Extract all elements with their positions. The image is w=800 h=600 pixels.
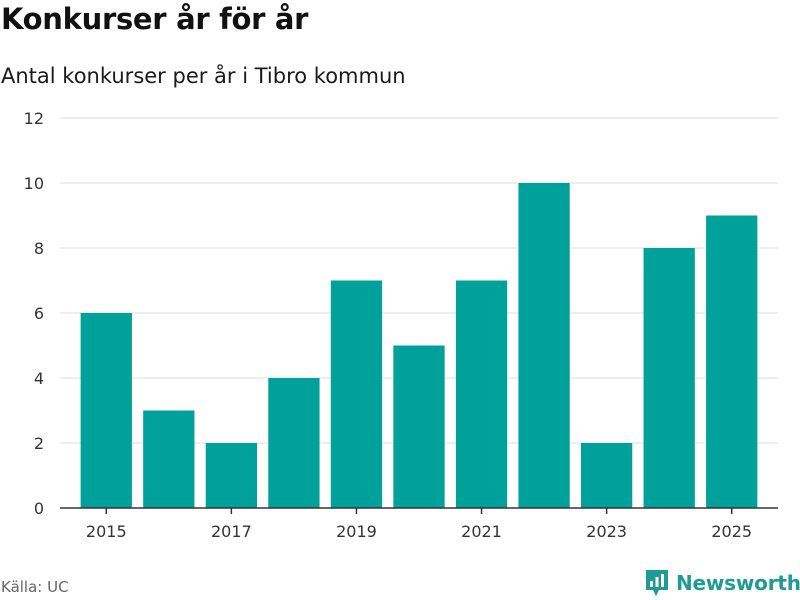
bar xyxy=(330,280,383,508)
bar xyxy=(580,443,633,508)
y-tick-label: 12 xyxy=(24,109,44,128)
bar xyxy=(643,248,695,508)
newsworthy-logo-icon xyxy=(646,570,668,596)
bar xyxy=(518,183,570,508)
x-tick-label: 2021 xyxy=(461,522,502,541)
x-tick-label: 2023 xyxy=(586,522,627,541)
bar xyxy=(143,410,195,508)
brand-name: Newsworthy xyxy=(676,571,800,595)
bar xyxy=(205,443,258,508)
x-tick-label: 2025 xyxy=(711,522,752,541)
bar xyxy=(706,215,758,508)
y-tick-label: 8 xyxy=(34,239,44,258)
source-note: Källa: UC xyxy=(1,578,69,596)
chart-subtitle: Antal konkurser per år i Tibro kommun xyxy=(1,64,406,88)
bar xyxy=(393,345,445,508)
y-tick-label: 4 xyxy=(34,369,44,388)
y-tick-label: 2 xyxy=(34,434,44,453)
y-tick-label: 10 xyxy=(24,174,44,193)
y-tick-label: 6 xyxy=(34,304,44,323)
x-tick-label: 2015 xyxy=(86,522,127,541)
brand-logo: Newsworthy xyxy=(644,568,800,598)
bar xyxy=(455,280,508,508)
chart-title: Konkurser år för år xyxy=(1,2,309,36)
x-tick-label: 2019 xyxy=(336,522,377,541)
bar xyxy=(80,313,132,508)
y-tick-label: 0 xyxy=(34,499,44,518)
x-tick-label: 2017 xyxy=(211,522,252,541)
bar xyxy=(268,378,320,508)
bar-chart: 0 2 4 6 8 10 12 2015 2017 2019 2021 2023 2025 xyxy=(24,109,778,541)
